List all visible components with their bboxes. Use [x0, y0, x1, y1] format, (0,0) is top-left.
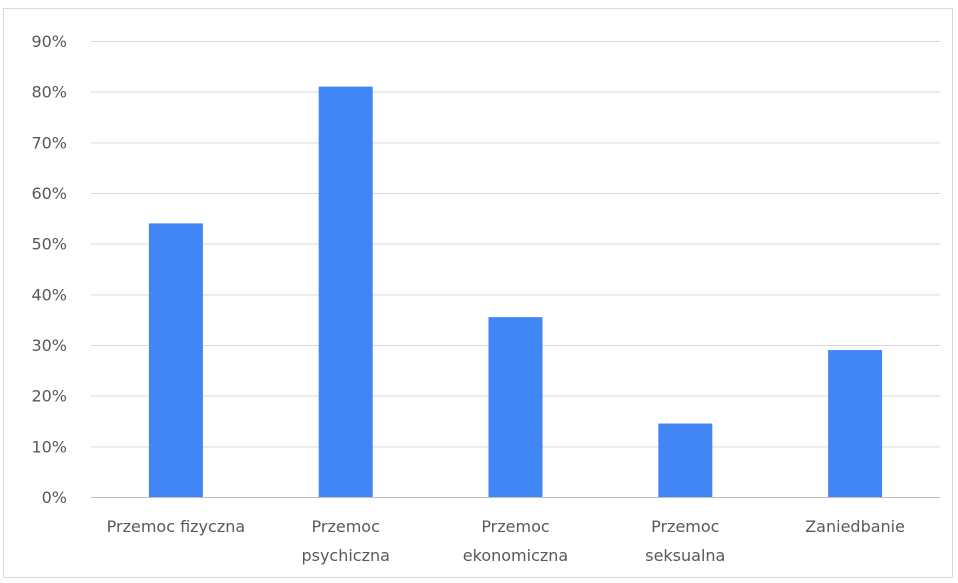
y-tick-label: 40%	[31, 285, 67, 304]
x-category-label: seksualna	[645, 546, 725, 565]
bar	[318, 86, 373, 497]
x-category-label: Przemoc	[651, 517, 719, 536]
y-tick-label: 50%	[31, 235, 67, 254]
y-tick-label: 10%	[31, 437, 67, 456]
y-tick-label: 0%	[42, 488, 67, 507]
bar	[148, 223, 203, 497]
x-category-label: Przemoc	[312, 517, 380, 536]
y-tick-label: 60%	[31, 184, 67, 203]
x-axis-category-labels: Przemoc fizyczna Przemoc psychiczna Przemoc…	[107, 517, 905, 565]
y-tick-label: 90%	[31, 32, 67, 51]
y-tick-label: 80%	[31, 83, 67, 102]
x-category-label: Przemoc	[481, 517, 549, 536]
bars	[148, 86, 883, 497]
x-category-label: psychiczna	[301, 546, 389, 565]
x-category-label: Przemoc fizyczna	[107, 517, 246, 536]
bar	[488, 317, 543, 497]
y-axis-tick-labels: 0% 10% 20% 30% 40% 50% 60% 70% 80% 90%	[31, 32, 67, 507]
bar	[828, 350, 883, 497]
gridlines	[91, 41, 940, 498]
y-tick-label: 70%	[31, 133, 67, 152]
x-category-label: Zaniedbanie	[805, 517, 905, 536]
y-tick-label: 20%	[31, 387, 67, 406]
bar	[658, 423, 713, 497]
x-category-label: ekonomiczna	[463, 546, 568, 565]
y-tick-label: 30%	[31, 336, 67, 355]
